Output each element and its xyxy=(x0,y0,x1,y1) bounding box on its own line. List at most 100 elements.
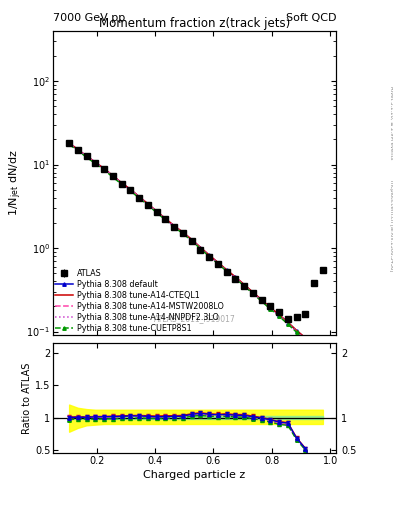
Pythia 8.308 tune-A14-CTEQL1 xyxy=(110,173,115,179)
Pythia 8.308 tune-A14-CTEQL1 xyxy=(128,186,133,193)
Y-axis label: Ratio to ATLAS: Ratio to ATLAS xyxy=(22,362,32,434)
Pythia 8.308 tune-CUETP8S1 xyxy=(137,195,141,201)
Pythia 8.308 tune-CUETP8S1 xyxy=(75,147,80,154)
Pythia 8.308 tune-A14-CTEQL1 xyxy=(93,159,98,165)
Pythia 8.308 tune-A14-CTEQL1 xyxy=(268,305,273,311)
Pythia 8.308 tune-CUETP8S1 xyxy=(233,275,238,282)
Pythia 8.308 tune-A14-NNPDF2.3LO xyxy=(189,237,194,243)
Pythia 8.308 tune-A14-MSTW2008LO xyxy=(102,166,107,172)
Line: Pythia 8.308 default: Pythia 8.308 default xyxy=(67,141,325,353)
Pythia 8.308 default xyxy=(172,223,176,229)
Pythia 8.308 tune-CUETP8S1 xyxy=(259,298,264,305)
Pythia 8.308 tune-A14-MSTW2008LO xyxy=(233,275,238,281)
Pythia 8.308 tune-A14-MSTW2008LO xyxy=(321,349,325,355)
Pythia 8.308 tune-A14-NNPDF2.3LO xyxy=(207,252,211,259)
Pythia 8.308 tune-A14-CTEQL1 xyxy=(294,327,299,333)
Pythia 8.308 tune-A14-CTEQL1 xyxy=(286,319,290,325)
Pythia 8.308 tune-A14-NNPDF2.3LO xyxy=(233,275,238,281)
Pythia 8.308 tune-A14-CTEQL1 xyxy=(180,229,185,235)
Text: Rivet 3.1.10, ≥ 2.9M events: Rivet 3.1.10, ≥ 2.9M events xyxy=(389,86,393,160)
Pythia 8.308 default xyxy=(145,201,150,207)
Pythia 8.308 tune-A14-CTEQL1 xyxy=(84,153,89,159)
X-axis label: Charged particle z: Charged particle z xyxy=(143,470,246,480)
Pythia 8.308 default xyxy=(277,312,281,318)
Pythia 8.308 default xyxy=(215,260,220,266)
Pythia 8.308 tune-A14-MSTW2008LO xyxy=(259,298,264,304)
Pythia 8.308 tune-A14-MSTW2008LO xyxy=(172,223,176,229)
Pythia 8.308 tune-A14-MSTW2008LO xyxy=(207,253,211,259)
Pythia 8.308 tune-A14-NNPDF2.3LO xyxy=(242,282,246,288)
Pythia 8.308 tune-A14-MSTW2008LO xyxy=(294,329,299,335)
Pythia 8.308 default xyxy=(321,348,325,354)
Pythia 8.308 tune-CUETP8S1 xyxy=(154,209,159,216)
Pythia 8.308 tune-A14-CTEQL1 xyxy=(233,274,238,280)
Pythia 8.308 tune-A14-CTEQL1 xyxy=(102,165,107,172)
Pythia 8.308 tune-A14-NNPDF2.3LO xyxy=(137,194,141,200)
Pythia 8.308 tune-A14-MSTW2008LO xyxy=(128,187,133,193)
Pythia 8.308 default xyxy=(180,229,185,236)
Title: Momentum fraction z(track jets): Momentum fraction z(track jets) xyxy=(99,16,290,30)
Pythia 8.308 default xyxy=(163,216,168,222)
Pythia 8.308 tune-A14-NNPDF2.3LO xyxy=(286,321,290,327)
Pythia 8.308 tune-CUETP8S1 xyxy=(215,261,220,267)
Pythia 8.308 tune-A14-MSTW2008LO xyxy=(250,290,255,296)
Pythia 8.308 tune-A14-CTEQL1 xyxy=(224,267,229,273)
Pythia 8.308 tune-A14-CTEQL1 xyxy=(75,146,80,153)
Pythia 8.308 tune-A14-NNPDF2.3LO xyxy=(303,336,308,342)
Pythia 8.308 tune-A14-MSTW2008LO xyxy=(303,336,308,342)
Text: Soft QCD: Soft QCD xyxy=(286,13,336,23)
Pythia 8.308 tune-CUETP8S1 xyxy=(250,290,255,296)
Pythia 8.308 tune-A14-NNPDF2.3LO xyxy=(277,312,281,318)
Pythia 8.308 tune-A14-MSTW2008LO xyxy=(119,180,124,186)
Pythia 8.308 tune-A14-MSTW2008LO xyxy=(154,209,159,215)
Pythia 8.308 tune-CUETP8S1 xyxy=(110,174,115,180)
Pythia 8.308 default xyxy=(93,159,98,165)
Pythia 8.308 default xyxy=(67,140,72,146)
Pythia 8.308 tune-A14-NNPDF2.3LO xyxy=(224,267,229,273)
Legend: ATLAS, Pythia 8.308 default, Pythia 8.308 tune-A14-CTEQL1, Pythia 8.308 tune-A14: ATLAS, Pythia 8.308 default, Pythia 8.30… xyxy=(55,269,224,333)
Pythia 8.308 tune-A14-NNPDF2.3LO xyxy=(198,245,203,251)
Pythia 8.308 tune-CUETP8S1 xyxy=(207,253,211,260)
Pythia 8.308 default xyxy=(242,282,246,288)
Pythia 8.308 default xyxy=(268,305,273,311)
Pythia 8.308 tune-A14-NNPDF2.3LO xyxy=(67,140,72,146)
Pythia 8.308 tune-A14-MSTW2008LO xyxy=(137,194,141,200)
Pythia 8.308 tune-CUETP8S1 xyxy=(128,188,133,194)
Pythia 8.308 tune-CUETP8S1 xyxy=(119,181,124,187)
Pythia 8.308 tune-CUETP8S1 xyxy=(268,306,273,312)
Pythia 8.308 tune-A14-NNPDF2.3LO xyxy=(102,166,107,172)
Pythia 8.308 tune-A14-MSTW2008LO xyxy=(198,245,203,251)
Pythia 8.308 tune-A14-CTEQL1 xyxy=(198,244,203,250)
Text: mcplots.cern.ch [arXiv:1306.3436]: mcplots.cern.ch [arXiv:1306.3436] xyxy=(389,180,393,271)
Pythia 8.308 tune-CUETP8S1 xyxy=(321,350,325,356)
Pythia 8.308 default xyxy=(75,146,80,153)
Pythia 8.308 tune-A14-NNPDF2.3LO xyxy=(154,209,159,215)
Pythia 8.308 tune-A14-MSTW2008LO xyxy=(163,216,168,222)
Line: Pythia 8.308 tune-A14-CTEQL1: Pythia 8.308 tune-A14-CTEQL1 xyxy=(69,143,323,350)
Pythia 8.308 default xyxy=(119,180,124,186)
Pythia 8.308 default xyxy=(110,173,115,179)
Pythia 8.308 tune-A14-NNPDF2.3LO xyxy=(268,305,273,311)
Pythia 8.308 tune-A14-MSTW2008LO xyxy=(268,306,273,312)
Pythia 8.308 tune-A14-MSTW2008LO xyxy=(215,261,220,267)
Text: ATLAS_2011_I919017: ATLAS_2011_I919017 xyxy=(154,314,235,323)
Pythia 8.308 tune-A14-NNPDF2.3LO xyxy=(119,180,124,186)
Pythia 8.308 tune-A14-MSTW2008LO xyxy=(75,147,80,153)
Pythia 8.308 tune-CUETP8S1 xyxy=(277,313,281,319)
Pythia 8.308 tune-A14-MSTW2008LO xyxy=(286,321,290,327)
Line: Pythia 8.308 tune-A14-NNPDF2.3LO: Pythia 8.308 tune-A14-NNPDF2.3LO xyxy=(69,143,323,351)
Pythia 8.308 tune-A14-MSTW2008LO xyxy=(93,160,98,166)
Pythia 8.308 tune-A14-MSTW2008LO xyxy=(145,201,150,207)
Pythia 8.308 default xyxy=(303,335,308,342)
Pythia 8.308 tune-A14-CTEQL1 xyxy=(312,342,316,348)
Pythia 8.308 tune-A14-NNPDF2.3LO xyxy=(172,223,176,229)
Pythia 8.308 tune-CUETP8S1 xyxy=(303,336,308,343)
Pythia 8.308 tune-CUETP8S1 xyxy=(294,329,299,335)
Pythia 8.308 tune-A14-NNPDF2.3LO xyxy=(250,290,255,296)
Pythia 8.308 tune-A14-MSTW2008LO xyxy=(189,237,194,243)
Pythia 8.308 tune-A14-NNPDF2.3LO xyxy=(145,201,150,207)
Pythia 8.308 tune-CUETP8S1 xyxy=(242,283,246,289)
Pythia 8.308 tune-A14-MSTW2008LO xyxy=(180,230,185,236)
Pythia 8.308 tune-A14-CTEQL1 xyxy=(215,260,220,266)
Pythia 8.308 tune-A14-CTEQL1 xyxy=(145,201,150,207)
